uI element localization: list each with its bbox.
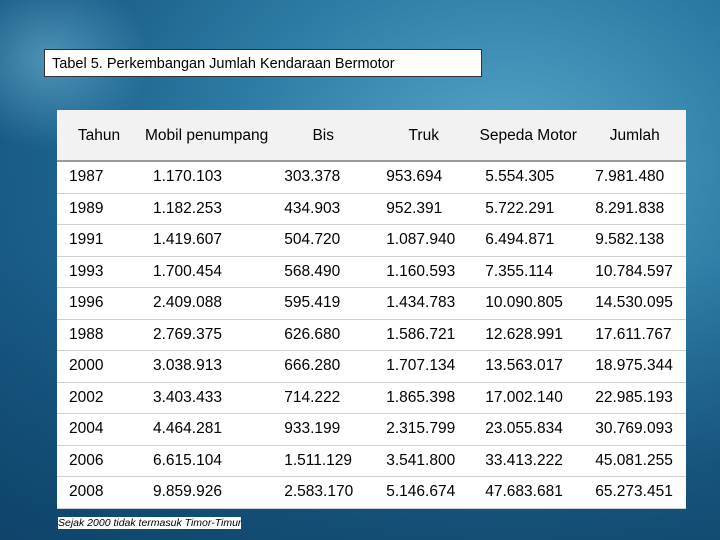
cell-jumlah: 17.611.767 [583, 319, 687, 351]
table-header-row: Tahun Mobil penumpang Bis Truk Sepeda Mo… [57, 110, 687, 162]
cell-jumlah: 14.530.095 [583, 287, 687, 320]
cell-tahun: 1996 [57, 287, 141, 320]
header-jumlah: Jumlah [583, 110, 687, 162]
table-row: 2004 4.464.281 933.199 2.315.799 23.055.834 3… [57, 413, 687, 446]
cell-mobil-penumpang: 6.615.104 [141, 445, 273, 477]
cell-bis: 595.419 [272, 287, 375, 320]
cell-mobil-penumpang: 3.403.433 [141, 382, 273, 414]
cell-mobil-penumpang: 4.464.281 [141, 413, 273, 446]
cell-tahun: 2008 [57, 476, 141, 509]
cell-bis: 303.378 [272, 161, 375, 194]
cell-jumlah: 9.582.138 [583, 224, 687, 257]
header-sepeda-motor: Sepeda Motor [473, 110, 584, 162]
table-row: 1989 1.182.253 434.903 952.391 5.722.291 8.29… [57, 193, 687, 225]
cell-mobil-penumpang: 2.409.088 [141, 287, 273, 320]
cell-jumlah: 22.985.193 [583, 382, 687, 414]
cell-mobil-penumpang: 1.700.454 [141, 256, 273, 288]
cell-sepeda-motor: 12.628.991 [473, 319, 584, 351]
footnote: Sejak 2000 tidak termasuk Timor-Timur [58, 517, 242, 529]
cell-tahun: 2006 [57, 445, 141, 477]
cell-sepeda-motor: 47.683.681 [473, 476, 584, 509]
header-bis: Bis [272, 110, 375, 162]
table-row: 1996 2.409.088 595.419 1.434.783 10.090.805 1… [57, 287, 687, 320]
table-row: 2006 6.615.104 1.511.129 3.541.800 33.413.22… [57, 445, 687, 477]
cell-tahun: 1991 [57, 224, 141, 257]
cell-bis: 504.720 [272, 224, 375, 257]
cell-sepeda-motor: 17.002.140 [473, 382, 584, 414]
cell-tahun: 2004 [57, 413, 141, 446]
cell-mobil-penumpang: 1.419.607 [141, 224, 273, 257]
table-row: 2002 3.403.433 714.222 1.865.398 17.002.140 2… [57, 382, 687, 414]
cell-jumlah: 45.081.255 [583, 445, 687, 477]
cell-truk: 1.865.398 [374, 382, 474, 414]
cell-truk: 1.707.134 [374, 350, 474, 383]
cell-mobil-penumpang: 9.859.926 [141, 476, 273, 509]
cell-sepeda-motor: 7.355.114 [473, 256, 584, 288]
cell-truk: 5.146.674 [374, 476, 474, 509]
header-tahun: Tahun [57, 110, 141, 162]
cell-tahun: 1987 [57, 161, 141, 194]
cell-jumlah: 65.273.451 [583, 476, 687, 509]
cell-sepeda-motor: 5.722.291 [473, 193, 584, 225]
cell-bis: 568.490 [272, 256, 375, 288]
cell-truk: 1.087.940 [374, 224, 474, 257]
cell-truk: 2.315.799 [374, 413, 474, 446]
cell-sepeda-motor: 23.055.834 [473, 413, 584, 446]
cell-jumlah: 7.981.480 [583, 161, 687, 194]
table-row: 2008 9.859.926 2.583.170 5.146.674 47.683.68… [57, 476, 687, 509]
vehicle-table: Tahun Mobil penumpang Bis Truk Sepeda Mo… [57, 110, 687, 509]
cell-tahun: 1988 [57, 319, 141, 351]
cell-sepeda-motor: 5.554.305 [473, 161, 584, 194]
cell-mobil-penumpang: 3.038.913 [141, 350, 273, 383]
cell-bis: 933.199 [272, 413, 375, 446]
table-row: 2000 3.038.913 666.280 1.707.134 13.563.017 1… [57, 350, 687, 383]
cell-mobil-penumpang: 1.182.253 [141, 193, 273, 225]
cell-tahun: 1993 [57, 256, 141, 288]
cell-mobil-penumpang: 1.170.103 [141, 161, 273, 194]
table-title: Tabel 5. Perkembangan Jumlah Kendaraan B… [44, 49, 482, 77]
table-row: 1987 1.170.103 303.378 953.694 5.554.305 7.98… [57, 161, 687, 194]
table-row: 1991 1.419.607 504.720 1.087.940 6.494.871 9.… [57, 224, 687, 257]
cell-tahun: 1989 [57, 193, 141, 225]
cell-bis: 714.222 [272, 382, 375, 414]
cell-truk: 1.586.721 [374, 319, 474, 351]
cell-bis: 626.680 [272, 319, 375, 351]
cell-tahun: 2002 [57, 382, 141, 414]
table-body: 1987 1.170.103 303.378 953.694 5.554.305 7.98… [57, 161, 687, 509]
header-mobil-penumpang: Mobil penumpang [141, 110, 273, 162]
cell-sepeda-motor: 10.090.805 [473, 287, 584, 320]
cell-bis: 1.511.129 [272, 445, 375, 477]
cell-truk: 953.694 [374, 161, 474, 194]
cell-sepeda-motor: 13.563.017 [473, 350, 584, 383]
cell-jumlah: 8.291.838 [583, 193, 687, 225]
cell-sepeda-motor: 33.413.222 [473, 445, 584, 477]
table-row: 1993 1.700.454 568.490 1.160.593 7.355.114 10… [57, 256, 687, 288]
cell-mobil-penumpang: 2.769.375 [141, 319, 273, 351]
cell-bis: 2.583.170 [272, 476, 375, 509]
table-row: 1988 2.769.375 626.680 1.586.721 12.628.991 1… [57, 319, 687, 351]
cell-jumlah: 30.769.093 [583, 413, 687, 446]
cell-truk: 3.541.800 [374, 445, 474, 477]
cell-truk: 1.160.593 [374, 256, 474, 288]
cell-sepeda-motor: 6.494.871 [473, 224, 584, 257]
cell-tahun: 2000 [57, 350, 141, 383]
header-truk: Truk [374, 110, 474, 162]
cell-truk: 952.391 [374, 193, 474, 225]
cell-jumlah: 10.784.597 [583, 256, 687, 288]
cell-jumlah: 18.975.344 [583, 350, 687, 383]
cell-bis: 666.280 [272, 350, 375, 383]
cell-truk: 1.434.783 [374, 287, 474, 320]
cell-bis: 434.903 [272, 193, 375, 225]
